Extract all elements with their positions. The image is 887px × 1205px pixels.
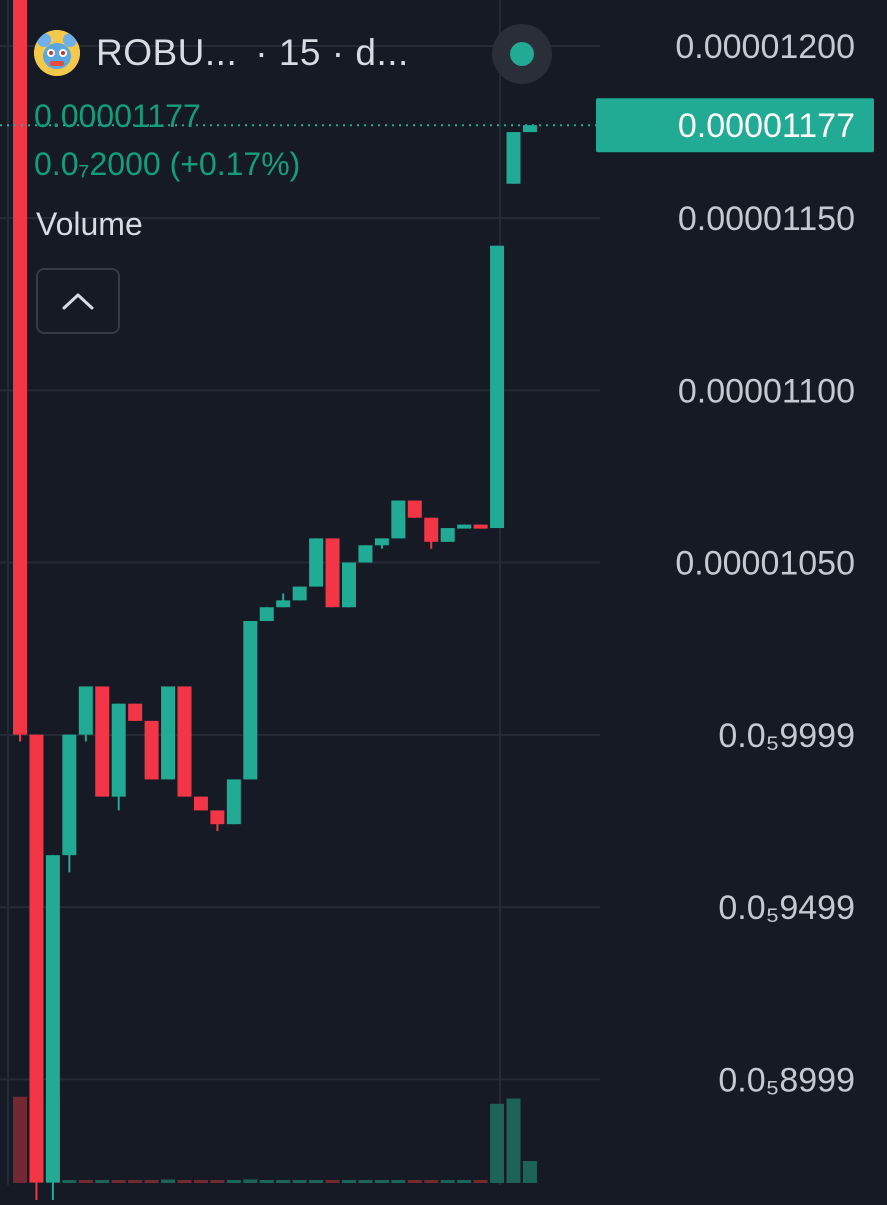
volume-bar <box>309 1180 324 1183</box>
candle-body <box>424 517 439 542</box>
symbol-label[interactable]: ROBU... <box>96 32 238 73</box>
chart-legend: ROBU... · 15 · d... <box>34 30 409 76</box>
volume-bar <box>128 1180 143 1183</box>
volume-bar <box>95 1180 110 1183</box>
volume-bar <box>177 1180 192 1183</box>
price-axis-tick-label: 0.0₅8999 <box>718 1061 855 1099</box>
last-price-badge-label: 0.00001177 <box>678 107 855 145</box>
price-axis-tick-label: 0.00001100 <box>678 372 855 410</box>
volume-bar <box>276 1180 291 1183</box>
interval-label[interactable]: · 15 · d... <box>255 32 409 73</box>
price-axis-tick-label: 0.00001050 <box>675 544 855 582</box>
volume-bar <box>144 1180 159 1183</box>
volume-bar <box>226 1180 241 1183</box>
candle-body <box>358 545 373 563</box>
candle-body <box>391 500 406 539</box>
legend-change: 0.0₇2000 (+0.17%) <box>34 146 301 182</box>
candle-body <box>177 686 192 797</box>
candle-body <box>407 500 422 518</box>
volume-bar <box>325 1180 340 1183</box>
candle-body <box>522 125 537 133</box>
volume-bar <box>342 1180 356 1183</box>
candle-body <box>193 796 208 811</box>
volume-bar <box>259 1180 274 1183</box>
candle-body <box>13 0 27 735</box>
collapse-legend-button[interactable] <box>36 268 120 334</box>
volume-bar <box>424 1180 439 1183</box>
candle-body <box>29 734 44 1183</box>
volume-bar <box>374 1180 389 1183</box>
volume-bar <box>490 1103 505 1183</box>
candle-body <box>259 607 274 622</box>
last-price-badge <box>596 98 874 153</box>
candle-body <box>78 686 93 735</box>
candle-body <box>161 686 176 780</box>
volume-bar <box>161 1179 176 1183</box>
candle-body <box>457 524 472 529</box>
legend-last-price: 0.00001177 <box>34 98 201 134</box>
candle-body <box>374 538 389 546</box>
candle-body <box>325 538 340 608</box>
candle-body <box>276 600 291 608</box>
candle-body <box>309 538 324 587</box>
volume-bar <box>473 1180 488 1183</box>
candle-body <box>128 703 143 721</box>
price-axis-tick-label: 0.00001150 <box>678 200 855 238</box>
candle-body <box>45 855 60 1183</box>
volume-bar <box>210 1180 225 1183</box>
volume-bar <box>62 1180 77 1183</box>
live-status-dot-icon <box>510 42 534 66</box>
candle-body <box>111 703 126 797</box>
price-axis-tick-label: 0.00001200 <box>675 28 855 66</box>
candle-body <box>506 132 521 184</box>
candle-body <box>342 562 356 608</box>
candle-body <box>144 720 159 780</box>
legend-title-row[interactable]: ROBU... · 15 · d... <box>34 30 409 76</box>
volume-bar <box>358 1180 373 1183</box>
candle-body <box>95 686 110 797</box>
volume-indicator-label[interactable]: Volume <box>36 206 143 242</box>
volume-bar <box>407 1180 422 1183</box>
volume-bar <box>111 1180 126 1183</box>
volume-bar <box>292 1180 307 1183</box>
candle-body <box>243 621 258 780</box>
candle-body <box>292 586 307 601</box>
volume-bar <box>506 1098 521 1183</box>
live-status-indicator <box>492 24 552 84</box>
token-logo-icon <box>34 30 80 76</box>
candle-body <box>62 734 77 856</box>
price-axis-tick-label: 0.0₅9499 <box>718 889 855 927</box>
candle-body <box>473 524 488 529</box>
volume-bar <box>78 1180 93 1183</box>
candle-body <box>490 245 505 529</box>
volume-bar <box>193 1180 208 1183</box>
candle-body <box>226 779 241 825</box>
candle-body <box>440 528 455 542</box>
volume-bar <box>243 1179 258 1183</box>
candle-body <box>210 810 225 825</box>
volume-bar <box>391 1180 406 1183</box>
volume-bar <box>440 1180 455 1183</box>
volume-bar <box>457 1180 472 1183</box>
price-axis-tick-label: 0.0₅9999 <box>718 717 855 755</box>
chevron-up-icon <box>62 293 94 310</box>
volume-bar <box>522 1161 537 1183</box>
volume-bar <box>13 1096 27 1183</box>
